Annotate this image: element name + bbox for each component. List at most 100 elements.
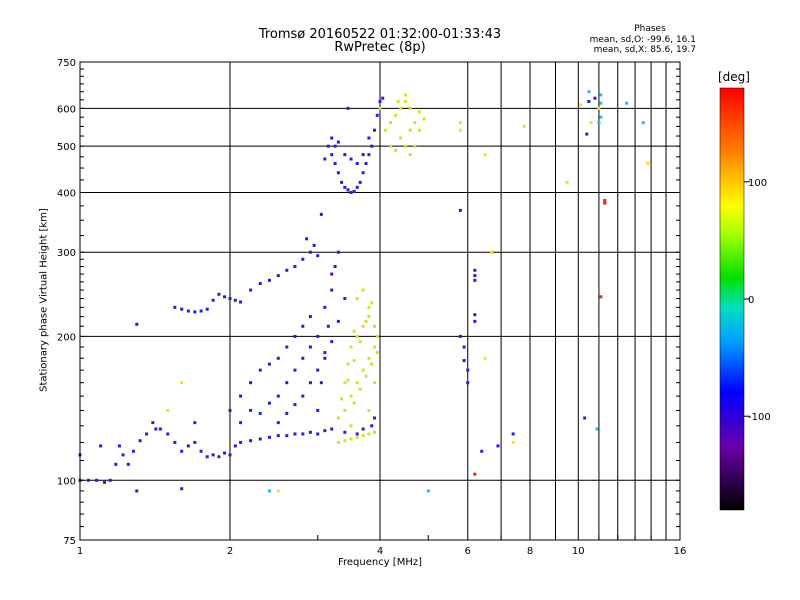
data-point	[343, 185, 347, 189]
data-point	[394, 113, 398, 117]
data-point	[323, 351, 327, 355]
data-point	[589, 121, 593, 125]
data-point	[285, 268, 289, 272]
data-point	[473, 268, 477, 272]
data-point	[267, 278, 271, 282]
x-axis-label: Frequency [MHz]	[337, 557, 423, 568]
data-point	[276, 356, 280, 360]
data-point	[408, 106, 412, 110]
data-point	[330, 153, 334, 157]
data-point	[396, 100, 400, 104]
data-point	[126, 462, 130, 466]
data-point	[323, 356, 327, 360]
x-tick-label: 8	[527, 546, 533, 557]
y-axis-label: Stationary phase Virtual Height [km]	[38, 208, 50, 392]
data-point	[186, 444, 190, 448]
data-point	[511, 440, 515, 444]
data-point	[267, 362, 271, 366]
data-point	[285, 434, 289, 438]
data-point	[370, 144, 374, 148]
data-point	[326, 144, 330, 148]
data-point	[422, 117, 426, 121]
data-point	[258, 437, 262, 441]
data-point	[355, 334, 359, 338]
axis-ticks: 1 2 4 6 8 10 16 75 100 200 300 400 500 600 750	[57, 58, 686, 557]
data-point	[343, 297, 347, 301]
data-point	[267, 435, 271, 439]
data-point	[355, 161, 359, 165]
data-point	[223, 295, 227, 299]
data-point	[305, 237, 309, 241]
data-point	[199, 449, 203, 453]
data-point	[403, 100, 407, 104]
data-point	[352, 359, 356, 363]
data-point	[473, 319, 477, 323]
data-point	[394, 148, 398, 152]
data-point	[301, 257, 305, 261]
colorbar-tick-label: -100	[748, 412, 771, 423]
data-point	[352, 189, 356, 193]
data-point	[373, 324, 377, 328]
data-point	[413, 144, 417, 148]
data-point	[367, 356, 371, 360]
data-point	[293, 403, 297, 407]
data-point	[523, 124, 527, 128]
data-point	[276, 274, 280, 278]
data-point	[346, 106, 350, 110]
data-point	[285, 381, 289, 385]
data-point	[349, 394, 353, 398]
data-point	[223, 451, 227, 455]
data-point	[293, 368, 297, 372]
data-point	[217, 455, 221, 459]
data-point	[641, 121, 645, 125]
data-point	[86, 478, 90, 482]
data-point	[403, 144, 407, 148]
data-point	[343, 430, 347, 434]
data-point	[346, 362, 350, 366]
data-point	[646, 161, 650, 165]
data-point	[358, 340, 362, 344]
data-point	[336, 319, 340, 323]
data-point	[417, 110, 421, 114]
data-point	[114, 462, 118, 466]
data-point	[323, 305, 327, 309]
data-point	[367, 315, 371, 319]
data-point	[233, 298, 237, 302]
data-point	[361, 368, 365, 372]
data-point	[228, 408, 232, 412]
data-point	[316, 432, 320, 436]
data-point	[343, 381, 347, 385]
grid-lines	[80, 62, 680, 540]
data-point	[597, 121, 601, 125]
data-point	[389, 121, 393, 125]
colorbar-ticks: 100 0 -100	[744, 178, 771, 423]
data-point	[352, 329, 356, 333]
data-point	[301, 432, 305, 436]
data-point	[490, 250, 494, 254]
data-point	[585, 132, 589, 136]
colorbar	[720, 88, 744, 510]
data-point	[135, 322, 139, 326]
stats-x: mean, sd,X: 85.6, 19.7	[593, 45, 696, 55]
data-point	[381, 96, 385, 100]
data-point	[367, 408, 371, 412]
data-point	[355, 432, 359, 436]
data-point	[249, 288, 253, 292]
data-point	[361, 324, 365, 328]
x-tick-label: 6	[465, 546, 471, 557]
data-point	[103, 480, 107, 484]
data-point	[373, 430, 377, 434]
data-point	[211, 298, 215, 302]
data-point	[408, 128, 412, 132]
data-point	[603, 198, 607, 202]
x-tick-label: 2	[227, 546, 233, 557]
plot-frame	[79, 61, 681, 541]
data-point	[166, 432, 170, 436]
data-point	[599, 93, 603, 97]
y-tick-label: 500	[57, 142, 76, 153]
data-point	[483, 153, 487, 157]
data-point	[373, 416, 377, 420]
data-point	[193, 440, 197, 444]
data-point	[364, 161, 368, 165]
data-point	[228, 297, 232, 301]
